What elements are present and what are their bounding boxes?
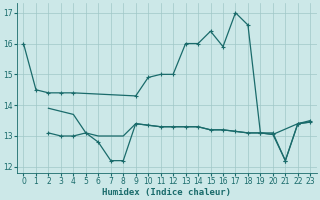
X-axis label: Humidex (Indice chaleur): Humidex (Indice chaleur) [102, 188, 231, 197]
